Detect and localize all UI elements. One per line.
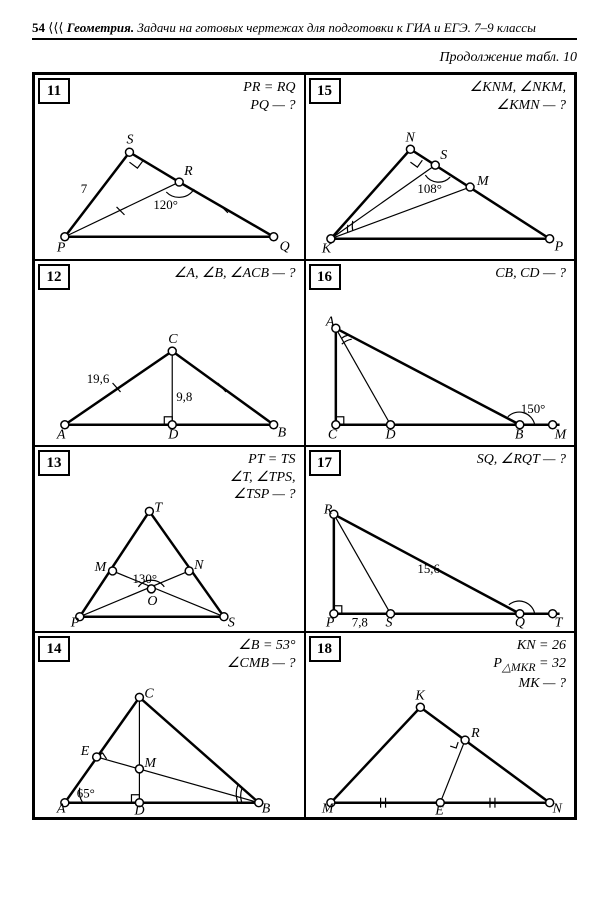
cell-number: 18 [309, 636, 341, 662]
svg-text:R: R [322, 502, 332, 517]
svg-text:P: P [70, 616, 80, 629]
svg-text:130°: 130° [132, 571, 157, 586]
svg-text:15,6: 15,6 [417, 561, 440, 576]
cell-number: 11 [38, 78, 70, 104]
svg-text:M: M [143, 756, 157, 771]
svg-text:N: N [404, 130, 415, 145]
cell-question: ∠KNM, ∠NKM,∠KMN — ? [366, 79, 567, 114]
cell-14: 14 ∠B = 53°∠CMB — ? C E M [34, 632, 305, 818]
figure-16: A C D B M 150° [306, 313, 575, 443]
figure-11: S R P Q 7 120° [35, 127, 304, 257]
cell-16: 16 CB, CD — ? A C D B M [305, 260, 576, 446]
cell-question: ∠B = 53°∠CMB — ? [95, 637, 296, 672]
svg-text:T: T [554, 616, 563, 629]
cell-number: 12 [38, 264, 70, 290]
svg-text:M: M [476, 174, 490, 189]
svg-text:P: P [324, 616, 334, 629]
svg-text:D: D [167, 428, 178, 443]
cell-12: 12 ∠A, ∠B, ∠ACB — ? C A B D 19,6 9,8 [34, 260, 305, 446]
header-section: Геометрия. [67, 20, 134, 35]
subtitle: Продолжение табл. 10 [32, 50, 577, 66]
svg-text:B: B [278, 426, 287, 441]
cell-18: 18 KN = 26P△MKR = 32MK — ? K R M [305, 632, 576, 818]
cell-number: 16 [309, 264, 341, 290]
figure-13: T M N O P S 130° [35, 499, 304, 629]
svg-text:R: R [183, 164, 193, 179]
problems-grid: 11 PR = RQPQ — ? S R P Q 7 [32, 72, 577, 820]
svg-text:19,6: 19,6 [87, 371, 110, 386]
svg-text:C: C [144, 686, 154, 701]
cell-17: 17 SQ, ∠RQT — ? R P S Q T 15,6 [305, 446, 576, 632]
svg-text:R: R [470, 726, 480, 741]
svg-text:Q: Q [280, 240, 290, 255]
svg-text:K: K [320, 242, 331, 257]
cell-11: 11 PR = RQPQ — ? S R P Q 7 [34, 74, 305, 260]
svg-text:C: C [327, 428, 337, 443]
svg-text:B: B [514, 428, 523, 443]
figure-14: C E M A D B 65° [35, 685, 304, 815]
figure-18: K R M E N [306, 685, 575, 815]
cell-number: 17 [309, 450, 341, 476]
header-rest: Задачи на готовых чертежах для подготовк… [137, 20, 536, 35]
svg-text:D: D [133, 804, 144, 815]
cell-question: PT = TS∠T, ∠TPS,∠TSP — ? [95, 451, 296, 504]
svg-text:150°: 150° [520, 401, 545, 416]
svg-text:A: A [324, 314, 334, 329]
svg-text:M: M [94, 560, 108, 575]
svg-text:T: T [154, 500, 163, 515]
svg-text:120°: 120° [153, 197, 178, 212]
svg-text:65°: 65° [77, 786, 95, 801]
svg-text:O: O [147, 594, 157, 609]
cell-question: SQ, ∠RQT — ? [366, 451, 567, 469]
svg-text:S: S [440, 148, 447, 163]
svg-text:K: K [414, 688, 425, 703]
figure-15: N S M K P 108° [306, 127, 575, 257]
cell-number: 14 [38, 636, 70, 662]
svg-text:P: P [56, 241, 66, 256]
figure-12: C A B D 19,6 9,8 [35, 313, 304, 443]
cell-15: 15 ∠KNM, ∠NKM,∠KMN — ? N S M K [305, 74, 576, 260]
svg-text:N: N [551, 802, 562, 815]
svg-text:S: S [126, 132, 133, 147]
cell-number: 13 [38, 450, 70, 476]
svg-text:A: A [56, 428, 66, 443]
svg-text:7,8: 7,8 [351, 615, 367, 629]
svg-text:C: C [168, 332, 178, 347]
page-number: 54 [32, 20, 45, 35]
svg-text:N: N [193, 558, 204, 573]
svg-text:S: S [228, 616, 235, 629]
svg-text:D: D [384, 428, 395, 443]
header-glyph: ⟨⟨⟨ [48, 20, 63, 35]
svg-text:A: A [56, 802, 66, 815]
cell-question: CB, CD — ? [366, 265, 567, 283]
cell-number: 15 [309, 78, 341, 104]
svg-text:7: 7 [81, 181, 88, 196]
svg-text:Q: Q [514, 616, 524, 629]
cell-question: PR = RQPQ — ? [95, 79, 296, 114]
svg-text:M: M [320, 802, 334, 815]
cell-question: ∠A, ∠B, ∠ACB — ? [95, 265, 296, 283]
svg-text:P: P [553, 240, 563, 255]
svg-text:M: M [553, 428, 567, 443]
svg-text:108°: 108° [417, 181, 442, 196]
svg-text:B: B [262, 802, 271, 815]
svg-text:9,8: 9,8 [176, 389, 192, 404]
svg-text:S: S [385, 616, 392, 629]
svg-text:E: E [434, 804, 444, 815]
page-header: 54 ⟨⟨⟨ Геометрия. Задачи на готовых черт… [32, 20, 577, 40]
svg-text:E: E [80, 744, 90, 759]
figure-17: R P S Q T 15,6 7,8 [306, 499, 575, 629]
cell-13: 13 PT = TS∠T, ∠TPS,∠TSP — ? T M N O P [34, 446, 305, 632]
